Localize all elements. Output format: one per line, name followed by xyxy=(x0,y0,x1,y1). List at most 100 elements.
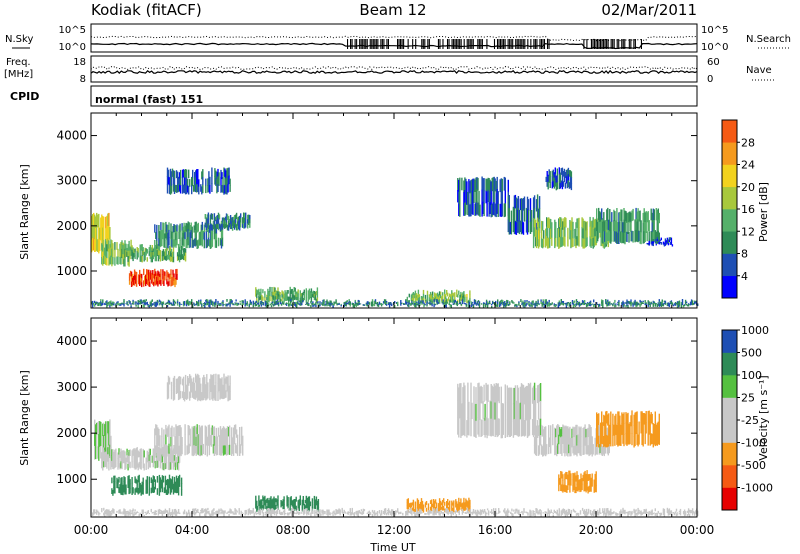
heatmap-cell xyxy=(420,296,423,300)
heatmap-cell xyxy=(212,304,214,307)
heatmap-cell xyxy=(418,300,420,303)
heatmap-cell xyxy=(630,415,632,427)
heatmap-cell xyxy=(626,301,628,305)
heatmap-cell xyxy=(210,213,213,220)
heatmap-cell xyxy=(421,504,424,508)
heatmap-cell xyxy=(394,301,396,304)
heatmap-cell xyxy=(286,290,288,294)
heatmap-cell xyxy=(189,232,191,241)
heatmap-cell xyxy=(185,185,188,195)
heatmap-cell xyxy=(226,214,229,220)
heatmap-cell xyxy=(553,303,555,305)
heatmap-cell xyxy=(197,222,199,232)
heatmap-cell xyxy=(647,433,649,446)
heatmap-cell xyxy=(257,300,260,303)
heatmap-cell xyxy=(214,392,216,401)
heatmap-cell xyxy=(268,294,270,299)
heatmap-cell xyxy=(224,216,227,221)
heatmap-cell xyxy=(487,177,489,191)
heatmap-cell xyxy=(495,180,497,194)
heatmap-cell xyxy=(193,391,195,399)
heatmap-cell xyxy=(625,433,627,445)
heatmap-cell xyxy=(616,434,618,445)
heatmap-cell xyxy=(122,511,124,513)
heatmap-cell xyxy=(92,214,94,227)
heatmap-cell xyxy=(586,302,589,304)
heatmap-cell xyxy=(646,212,648,223)
heatmap-cell xyxy=(104,457,106,463)
heatmap-cell xyxy=(296,294,298,298)
heatmap-cell xyxy=(536,303,538,306)
heatmap-cell xyxy=(301,503,303,508)
heatmap-cell xyxy=(228,425,231,436)
heatmap-cell xyxy=(475,202,477,216)
heatmap-cell xyxy=(670,301,673,304)
heatmap-cell xyxy=(627,305,629,308)
heatmap-cell xyxy=(142,477,144,484)
heatmap-cell xyxy=(124,511,126,514)
heatmap-cell xyxy=(468,507,470,513)
heatmap-cell xyxy=(420,498,423,503)
heatmap-cell xyxy=(566,436,568,447)
heatmap-cell xyxy=(618,422,620,435)
heatmap-cell xyxy=(475,387,477,405)
heatmap-cell xyxy=(129,513,131,516)
heatmap-cell xyxy=(262,302,265,304)
heatmap-cell xyxy=(493,176,495,190)
heatmap-cell xyxy=(548,237,550,249)
heatmap-cell xyxy=(550,219,552,230)
heatmap-cell xyxy=(697,303,699,305)
heatmap-cell xyxy=(690,301,693,305)
heatmap-cell xyxy=(438,299,441,304)
heatmap-cell xyxy=(150,270,152,276)
heatmap-cell xyxy=(487,303,490,305)
heatmap-cell xyxy=(660,242,662,245)
heatmap-cell xyxy=(205,185,207,194)
heatmap-cell xyxy=(608,435,610,447)
heatmap-cell xyxy=(639,210,641,222)
heatmap-cell xyxy=(594,227,596,237)
heatmap-cell xyxy=(446,302,448,304)
heatmap-cell xyxy=(653,302,655,304)
heatmap-cell xyxy=(258,292,260,297)
heatmap-cell xyxy=(555,437,557,447)
heatmap-cell xyxy=(586,221,588,230)
heatmap-cell xyxy=(385,301,388,303)
heatmap-cell xyxy=(505,303,507,306)
heatmap-cell xyxy=(189,428,191,438)
heatmap-cell xyxy=(600,212,602,223)
heatmap-cell xyxy=(424,304,426,306)
heatmap-cell xyxy=(610,434,612,447)
heatmap-cell xyxy=(273,295,275,300)
heatmap-cell xyxy=(198,299,200,303)
heatmap-cell xyxy=(687,303,690,305)
heatmap-cell xyxy=(145,513,147,515)
heatmap-cell xyxy=(429,301,431,304)
heatmap-cell xyxy=(432,505,435,510)
heatmap-cell xyxy=(617,303,619,306)
heatmap-cell xyxy=(410,302,412,305)
heatmap-cell xyxy=(652,304,654,307)
heatmap-cell xyxy=(214,436,217,446)
heatmap-cell xyxy=(338,302,340,304)
heatmap-cell xyxy=(177,456,180,464)
heatmap-cell xyxy=(197,382,199,393)
heatmap-cell xyxy=(178,251,181,258)
heatmap-cell xyxy=(545,445,547,457)
heatmap-cell xyxy=(567,167,570,175)
heatmap-cell xyxy=(348,299,350,302)
heatmap-cell xyxy=(227,375,229,385)
heatmap-cell xyxy=(612,304,614,306)
heatmap-cell xyxy=(176,301,179,304)
heatmap-cell xyxy=(431,295,434,299)
heatmap-cell xyxy=(615,303,617,305)
heatmap-cell xyxy=(306,498,308,503)
heatmap-cell xyxy=(167,390,170,399)
heatmap-cell xyxy=(176,231,178,239)
heatmap-cell xyxy=(148,305,150,307)
heatmap-cell xyxy=(268,290,270,296)
heatmap-cell xyxy=(162,274,164,280)
heatmap-cell xyxy=(129,488,131,494)
heatmap-cell xyxy=(109,419,111,433)
heatmap-cell xyxy=(266,303,269,306)
